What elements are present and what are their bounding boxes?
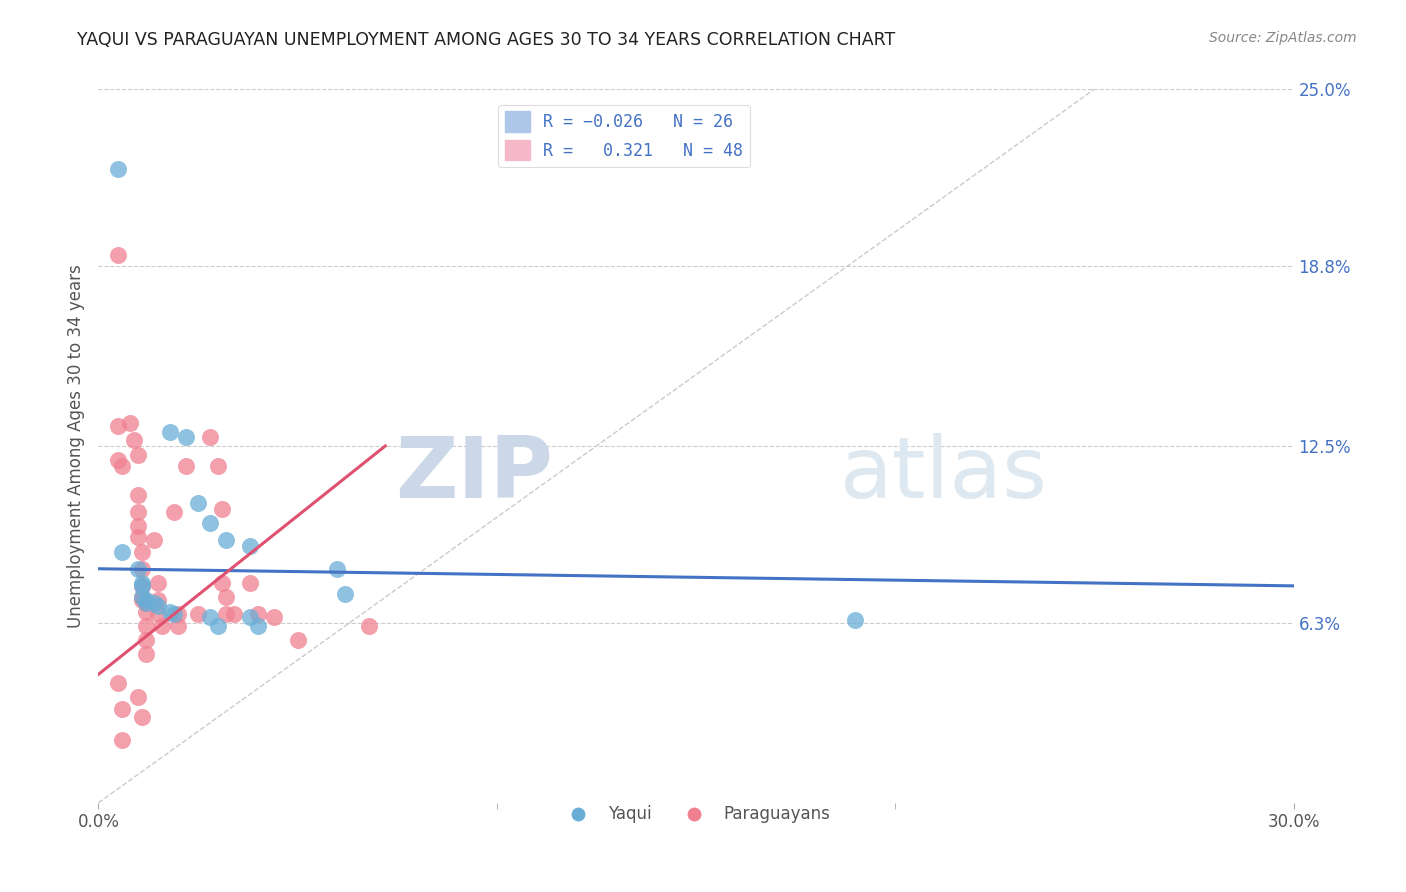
Point — [107, 419, 129, 434]
Point — [111, 733, 134, 747]
Point — [131, 562, 153, 576]
Point — [326, 562, 349, 576]
Point — [239, 610, 262, 624]
Point — [246, 607, 269, 622]
Point — [148, 599, 170, 613]
Point — [131, 579, 153, 593]
Point — [127, 448, 149, 462]
Point — [167, 619, 190, 633]
Point — [124, 434, 146, 448]
Text: YAQUI VS PARAGUAYAN UNEMPLOYMENT AMONG AGES 30 TO 34 YEARS CORRELATION CHART: YAQUI VS PARAGUAYAN UNEMPLOYMENT AMONG A… — [77, 31, 896, 49]
Point — [207, 458, 229, 473]
Point — [287, 633, 309, 648]
Point — [135, 633, 157, 648]
Point — [107, 162, 129, 177]
Point — [198, 516, 221, 530]
Point — [127, 562, 149, 576]
Point — [143, 596, 166, 610]
Text: Source: ZipAtlas.com: Source: ZipAtlas.com — [1209, 31, 1357, 45]
Point — [148, 593, 170, 607]
Point — [159, 605, 181, 619]
Point — [187, 496, 209, 510]
Point — [246, 619, 269, 633]
Point — [131, 544, 153, 558]
Point — [211, 501, 233, 516]
Point — [135, 596, 157, 610]
Point — [131, 576, 153, 591]
Point — [198, 430, 221, 444]
Point — [120, 416, 142, 430]
Point — [174, 430, 197, 444]
Point — [215, 607, 238, 622]
Point — [135, 596, 157, 610]
Point — [111, 701, 134, 715]
Point — [222, 607, 245, 622]
Point — [239, 539, 262, 553]
Point — [207, 619, 229, 633]
Point — [239, 576, 262, 591]
Point — [107, 248, 129, 262]
Point — [215, 591, 238, 605]
Point — [131, 591, 153, 605]
Point — [263, 610, 285, 624]
Point — [1362, 639, 1385, 653]
Point — [163, 505, 186, 519]
Point — [131, 591, 153, 605]
Point — [143, 533, 166, 548]
Text: ZIP: ZIP — [395, 433, 553, 516]
Point — [127, 505, 149, 519]
Point — [215, 533, 238, 548]
Text: atlas: atlas — [839, 433, 1047, 516]
Point — [135, 648, 157, 662]
Point — [131, 579, 153, 593]
Point — [131, 593, 153, 607]
Point — [211, 576, 233, 591]
Legend: Yaqui, Paraguayans: Yaqui, Paraguayans — [555, 799, 837, 830]
Point — [163, 607, 186, 622]
Point — [107, 453, 129, 467]
Point — [844, 613, 866, 627]
Point — [131, 710, 153, 724]
Point — [174, 458, 197, 473]
Point — [135, 605, 157, 619]
Y-axis label: Unemployment Among Ages 30 to 34 years: Unemployment Among Ages 30 to 34 years — [66, 264, 84, 628]
Point — [127, 519, 149, 533]
Point — [159, 425, 181, 439]
Point — [187, 607, 209, 622]
Point — [127, 530, 149, 544]
Point — [111, 544, 134, 558]
Point — [135, 619, 157, 633]
Point — [198, 610, 221, 624]
Point — [127, 487, 149, 501]
Point — [359, 619, 381, 633]
Point — [167, 607, 190, 622]
Point — [135, 593, 157, 607]
Point — [150, 619, 173, 633]
Point — [127, 690, 149, 705]
Point — [111, 458, 134, 473]
Point — [148, 576, 170, 591]
Point — [107, 676, 129, 690]
Point — [335, 587, 357, 601]
Point — [148, 607, 170, 622]
